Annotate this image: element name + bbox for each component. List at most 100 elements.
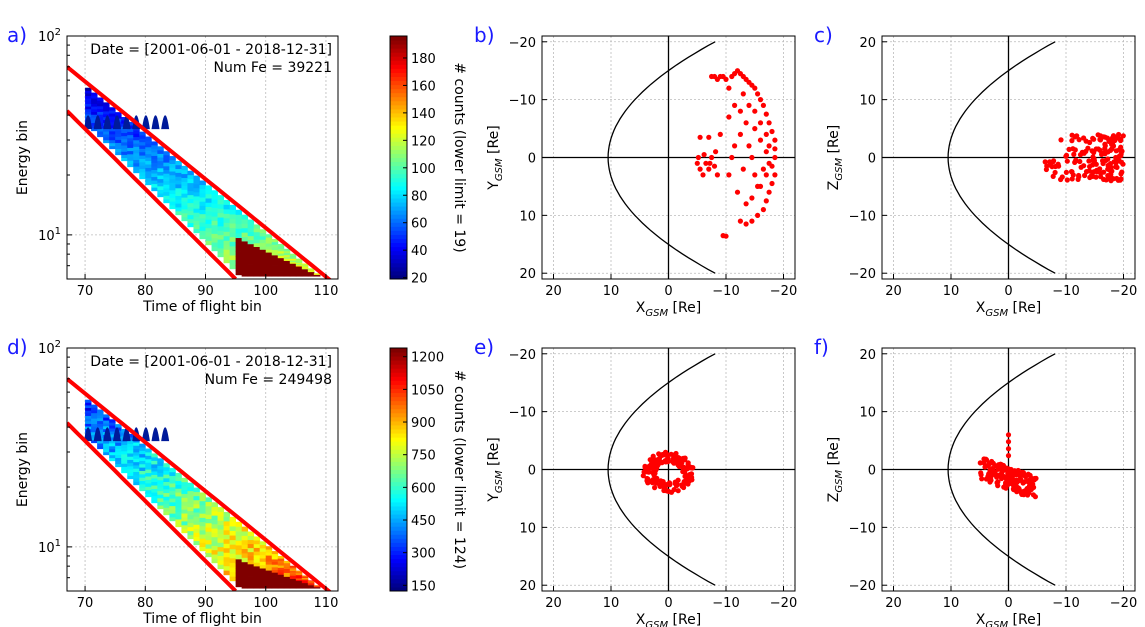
data-point xyxy=(763,149,769,155)
heatmap-cell xyxy=(265,576,273,580)
heatmap-cell xyxy=(103,134,110,138)
data-point xyxy=(987,478,993,484)
heatmap-panel: a) 70 80 90 100 110 101 102 Time of flight bin En… xyxy=(7,23,467,315)
heatmap-cell xyxy=(277,248,285,252)
colorbar-segment xyxy=(390,270,407,276)
heatmap-cell xyxy=(193,179,200,185)
heatmap-cell xyxy=(265,249,273,253)
data-point xyxy=(732,143,738,149)
heatmap-cell xyxy=(127,141,134,145)
heatmap-cell xyxy=(217,511,224,517)
heatmap-cell xyxy=(301,267,309,269)
heatmap-cell xyxy=(223,538,230,544)
heatmap-cell xyxy=(139,145,146,149)
heatmap-cell xyxy=(301,263,309,265)
heatmap-cell xyxy=(229,539,237,545)
y-tick-label: 0 xyxy=(868,152,876,167)
heatmap-cell xyxy=(157,185,164,190)
heatmap-cell xyxy=(157,160,164,165)
colorbar-segment xyxy=(390,574,407,580)
heatmap-cell xyxy=(169,201,176,206)
heatmap-cell xyxy=(247,251,255,257)
magnetopause-curve xyxy=(947,41,1056,274)
heatmap-cell xyxy=(301,582,309,585)
heatmap-cell xyxy=(157,178,164,183)
heatmap-cell xyxy=(217,551,224,556)
heatmap-cell xyxy=(151,463,158,468)
heatmap-cell xyxy=(121,157,128,162)
heatmap-cell xyxy=(121,151,128,155)
heatmap-cell xyxy=(265,570,273,574)
data-point xyxy=(752,172,758,178)
heatmap-cell xyxy=(91,119,98,123)
heatmap-cell xyxy=(271,559,279,563)
data-point xyxy=(726,85,732,91)
data-point xyxy=(706,166,712,172)
heatmap-cell xyxy=(163,500,170,505)
heatmap-cell xyxy=(283,586,291,589)
heatmap-cell xyxy=(253,558,261,563)
heatmap-cell xyxy=(229,576,237,582)
heatmap-cell xyxy=(121,444,128,449)
heatmap-cell xyxy=(211,554,218,559)
heatmap-cell xyxy=(283,570,291,573)
heatmap-cell xyxy=(97,114,104,118)
heatmap-cell xyxy=(265,573,273,577)
heatmap-cell xyxy=(259,578,267,582)
heatmap-cell xyxy=(133,461,140,466)
heatmap-cell xyxy=(223,565,230,571)
heatmap-cell xyxy=(127,469,134,473)
heatmap-cell xyxy=(145,479,152,484)
data-point xyxy=(709,154,715,161)
y-tick-label: 0 xyxy=(528,464,536,479)
heatmap-cell xyxy=(187,518,194,524)
cut-line xyxy=(67,65,332,279)
heatmap-cell xyxy=(283,250,291,254)
heatmap-cell xyxy=(295,268,303,271)
data-point xyxy=(769,180,775,187)
data-point xyxy=(640,473,646,479)
colorbar-segment xyxy=(390,169,407,175)
data-point xyxy=(654,478,660,484)
data-point xyxy=(755,91,761,97)
heatmap-cell xyxy=(181,524,188,530)
data-point xyxy=(1090,135,1096,141)
heatmap-cell xyxy=(169,475,176,480)
heatmap-cell xyxy=(271,273,279,277)
heatmap-cell xyxy=(121,138,128,143)
colorbar: 150 300 450 600 750 900 1050 1200 # counts (lowe… xyxy=(389,347,467,594)
heatmap-cell xyxy=(91,108,98,113)
heatmap-cell xyxy=(301,586,309,588)
heatmap-cell xyxy=(115,448,122,452)
heatmap-cell xyxy=(205,527,212,532)
heatmap-cell xyxy=(193,536,200,542)
heatmap-peak xyxy=(151,427,160,442)
heatmap-cell xyxy=(307,582,315,584)
heatmap-cell xyxy=(217,230,224,236)
heatmap-cell xyxy=(175,203,182,208)
heatmap-cell xyxy=(121,148,128,152)
heatmap-cell xyxy=(211,515,218,520)
heatmap-cell xyxy=(277,257,285,261)
heatmap-cell xyxy=(301,275,309,277)
data-point xyxy=(1064,177,1070,183)
heatmap-cell xyxy=(307,587,315,589)
heatmap-cell xyxy=(169,505,176,510)
data-point xyxy=(1055,161,1061,167)
colorbar-segment xyxy=(390,218,407,223)
heatmap-cell xyxy=(295,575,303,578)
heatmap-cell xyxy=(127,440,134,444)
heatmap-cell xyxy=(289,570,297,573)
heatmap-cell xyxy=(175,515,182,520)
heatmap-cell xyxy=(241,561,249,567)
data-point xyxy=(1004,482,1011,488)
heatmap-cell xyxy=(91,103,98,107)
heatmap-cell xyxy=(229,250,237,256)
heatmap-cell xyxy=(91,92,98,96)
x-tick-label: −20 xyxy=(770,596,797,611)
heatmap-cell xyxy=(91,407,98,411)
heatmap-cell xyxy=(127,453,134,457)
heatmap-cell xyxy=(223,213,230,219)
heatmap-cell xyxy=(187,522,194,528)
heatmap-cell xyxy=(271,572,279,576)
